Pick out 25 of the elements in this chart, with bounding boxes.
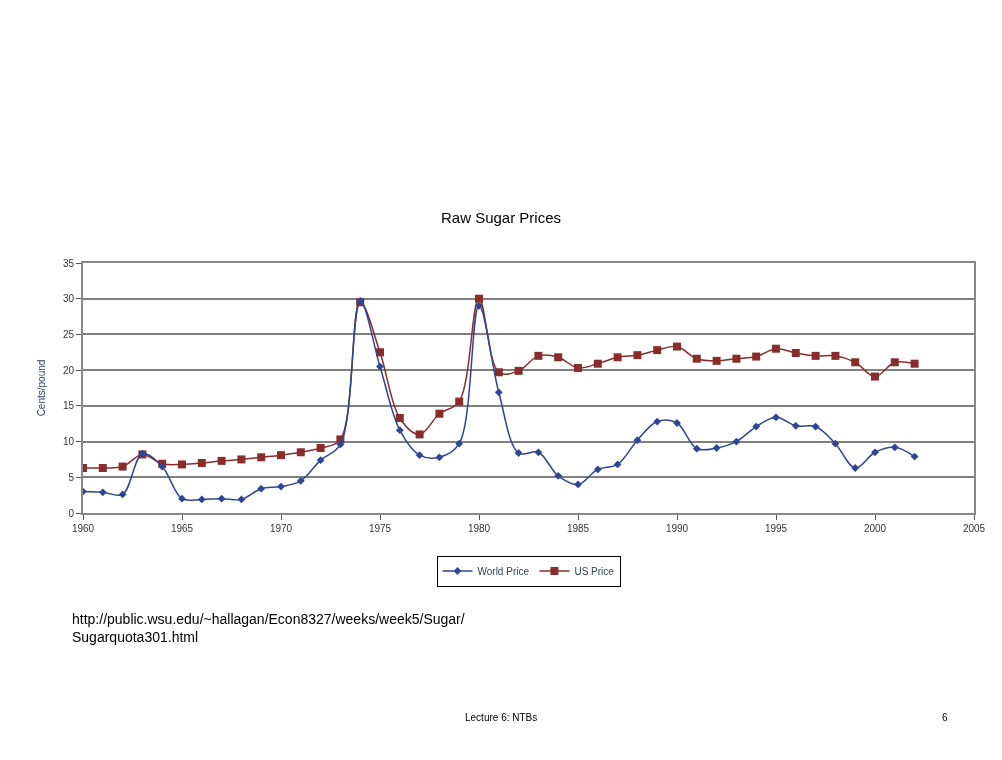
y-tick-label: 35	[62, 257, 75, 269]
x-tick-label: 2005	[962, 523, 986, 534]
x-tick-label: 1975	[368, 523, 392, 534]
x-tick-label: 1990	[665, 523, 689, 534]
legend-label: US Price	[574, 565, 615, 577]
text: 6	[942, 712, 948, 723]
y-tick-label: 30	[62, 293, 75, 305]
y-axis-title: Cents/pound	[36, 359, 48, 417]
y-tick-label: 5	[68, 471, 75, 483]
y-tick-label: 15	[62, 400, 75, 412]
x-tick-label: 1985	[566, 523, 590, 534]
y-tick-label: 10	[62, 436, 75, 448]
x-tick-label: 2000	[863, 523, 887, 534]
x-tick-label: 1960	[71, 523, 95, 534]
x-tick-label: 1995	[764, 523, 788, 534]
text: Lecture 6: NTBs	[465, 712, 538, 723]
y-tick-label: 0	[68, 507, 75, 519]
text: http://public.wsu.edu/~hallagan/Econ8327/weeks/week5/Sugar/Sugarquota301.html	[72, 611, 465, 646]
x-tick-label: 1970	[269, 523, 293, 534]
legend-label: World Price	[477, 565, 530, 577]
y-tick-label: 25	[62, 328, 75, 340]
x-tick-label: 1980	[467, 523, 491, 534]
x-tick-label: 1965	[170, 523, 194, 534]
y-tick-label: 20	[62, 364, 75, 376]
chart-title: Raw Sugar Prices	[440, 209, 562, 227]
